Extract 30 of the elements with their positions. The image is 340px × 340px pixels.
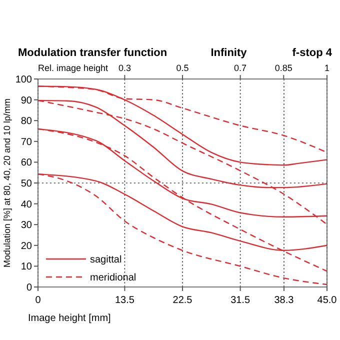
- x-tick-label: 0: [35, 295, 42, 306]
- x2-tick-label: 0.85: [274, 63, 292, 73]
- text: Infinity: [210, 47, 248, 59]
- legend-label: sagittal: [90, 254, 122, 266]
- y-tick-label: 30: [20, 220, 32, 232]
- y-tick-label: 40: [20, 199, 32, 210]
- y-tick-label: 90: [20, 95, 32, 106]
- y-tick-label: 20: [20, 240, 32, 252]
- y-tick-label: 100: [15, 74, 32, 86]
- y-tick-label: 10: [20, 262, 32, 273]
- y-tick-label: 50: [20, 178, 32, 190]
- x2-tick-label: 1: [324, 63, 330, 73]
- x-axis-title: Image height [mm]: [28, 313, 112, 324]
- x-tick-label: 13.5: [114, 295, 135, 306]
- x-tick-label: 31.5: [230, 295, 250, 306]
- text: f-stop 4: [292, 47, 333, 59]
- x2-tick-label: 0.7: [234, 63, 247, 73]
- y-tick-label: 80: [20, 116, 32, 128]
- chart-title: Modulation transfer function: [18, 47, 168, 59]
- x-tick-label: 45.0: [317, 295, 338, 306]
- y-tick-label: 0: [26, 282, 32, 294]
- legend-label: meridional: [90, 272, 136, 284]
- x2-tick-label: 0.5: [176, 63, 189, 73]
- x-tick-label: 38.3: [274, 295, 294, 306]
- y-tick-label: 60: [20, 158, 32, 169]
- x2-tick-label: 0.3: [118, 63, 131, 73]
- y-tick-label: 70: [20, 136, 32, 148]
- y-axis-title: Modulation [%] at 80, 40, 20 and 10 lp/mm: [2, 98, 12, 268]
- x-tick-label: 22.5: [172, 295, 193, 306]
- x2-axis-title: Rel. image height: [38, 63, 109, 73]
